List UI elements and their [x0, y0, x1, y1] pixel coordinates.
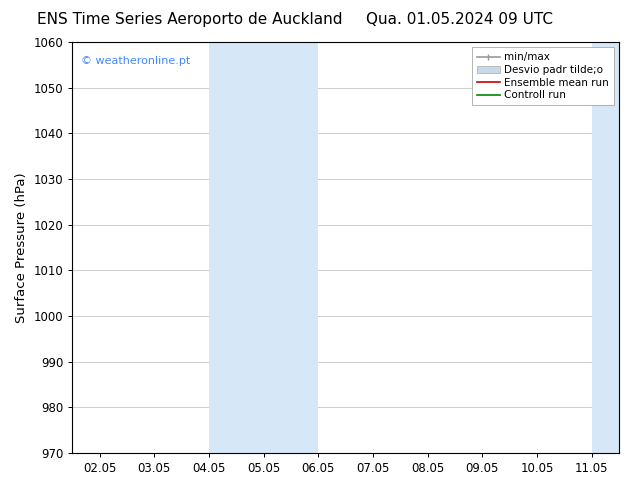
Bar: [209, 42, 264, 453]
Legend: min/max, Desvio padr tilde;o, Ensemble mean run, Controll run: min/max, Desvio padr tilde;o, Ensemble m…: [472, 47, 614, 105]
Bar: [264, 42, 318, 453]
Bar: [592, 42, 628, 453]
Y-axis label: Surface Pressure (hPa): Surface Pressure (hPa): [15, 172, 28, 323]
Bar: [628, 42, 634, 453]
Text: Qua. 01.05.2024 09 UTC: Qua. 01.05.2024 09 UTC: [366, 12, 553, 27]
Text: ENS Time Series Aeroporto de Auckland: ENS Time Series Aeroporto de Auckland: [37, 12, 343, 27]
Text: © weatheronline.pt: © weatheronline.pt: [81, 56, 190, 67]
